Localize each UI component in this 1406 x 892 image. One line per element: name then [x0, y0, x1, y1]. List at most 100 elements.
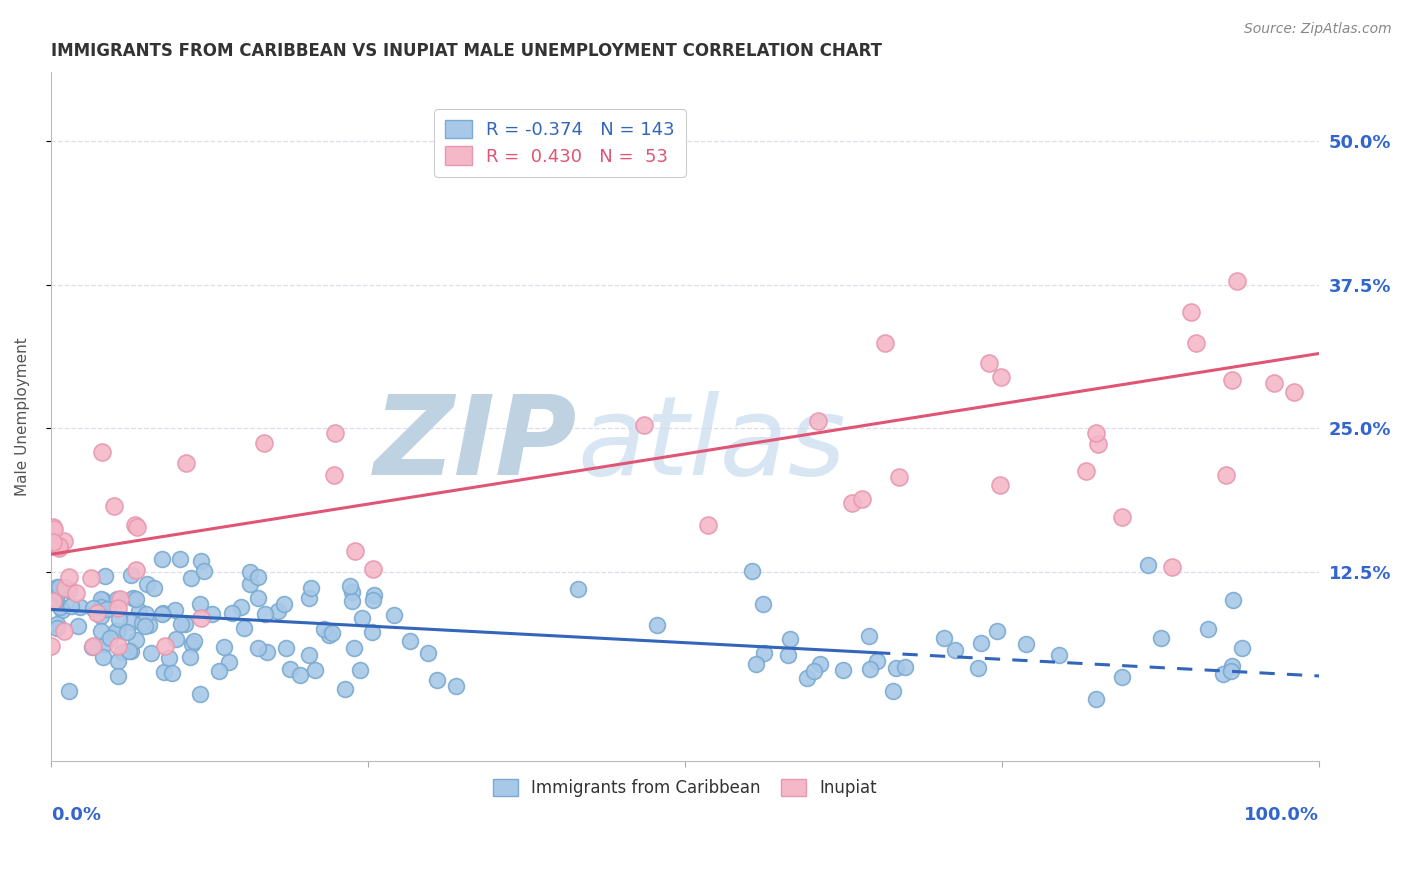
- Point: [304, 663, 326, 677]
- Text: atlas: atlas: [576, 391, 845, 498]
- Point: [125, 520, 148, 534]
- Point: [290, 668, 312, 682]
- Point: [246, 591, 269, 606]
- Point: [1111, 670, 1133, 684]
- Point: [352, 611, 374, 625]
- Point: [323, 467, 346, 482]
- Point: [1076, 464, 1098, 478]
- Point: [231, 600, 253, 615]
- Point: [91, 593, 114, 607]
- Point: [86, 607, 108, 621]
- Point: [174, 617, 197, 632]
- Point: [165, 632, 187, 646]
- Point: [103, 499, 125, 513]
- Point: [754, 646, 776, 660]
- Point: [398, 633, 420, 648]
- Point: [1230, 640, 1253, 655]
- Point: [188, 597, 211, 611]
- Point: [1185, 335, 1208, 350]
- Point: [851, 491, 873, 506]
- Point: [841, 496, 863, 510]
- Point: [160, 666, 183, 681]
- Point: [280, 662, 302, 676]
- Point: [208, 664, 231, 678]
- Point: [98, 631, 121, 645]
- Point: [343, 641, 366, 656]
- Point: [46, 621, 69, 635]
- Point: [299, 582, 322, 596]
- Point: [808, 657, 831, 671]
- Point: [42, 594, 65, 608]
- Point: [128, 604, 150, 618]
- Point: [135, 607, 157, 621]
- Point: [253, 435, 276, 450]
- Point: [977, 356, 1000, 370]
- Point: [169, 617, 191, 632]
- Point: [246, 570, 269, 584]
- Point: [163, 603, 186, 617]
- Point: [58, 684, 80, 698]
- Point: [80, 640, 103, 654]
- Point: [53, 624, 76, 638]
- Point: [633, 418, 655, 433]
- Point: [803, 665, 825, 679]
- Point: [1263, 376, 1285, 391]
- Point: [894, 659, 917, 673]
- Point: [696, 518, 718, 533]
- Point: [45, 616, 67, 631]
- Point: [150, 607, 173, 622]
- Point: [181, 637, 204, 651]
- Point: [342, 594, 364, 608]
- Point: [1220, 373, 1243, 387]
- Point: [150, 552, 173, 566]
- Point: [221, 606, 243, 620]
- Text: 100.0%: 100.0%: [1244, 805, 1319, 823]
- Point: [107, 624, 129, 638]
- Point: [58, 569, 80, 583]
- Point: [349, 663, 371, 677]
- Point: [752, 598, 775, 612]
- Point: [321, 625, 343, 640]
- Y-axis label: Male Unemployment: Male Unemployment: [15, 337, 30, 496]
- Point: [1197, 622, 1219, 636]
- Point: [239, 577, 262, 591]
- Point: [44, 594, 66, 608]
- Text: Source: ZipAtlas.com: Source: ZipAtlas.com: [1244, 22, 1392, 37]
- Point: [48, 539, 70, 553]
- Point: [152, 607, 174, 621]
- Point: [233, 621, 256, 635]
- Point: [416, 646, 439, 660]
- Text: ZIP: ZIP: [374, 391, 576, 498]
- Point: [45, 581, 67, 595]
- Legend: Immigrants from Caribbean, Inupiat: Immigrants from Caribbean, Inupiat: [486, 772, 883, 804]
- Point: [125, 591, 148, 606]
- Point: [382, 607, 405, 622]
- Point: [111, 644, 134, 658]
- Point: [51, 603, 73, 617]
- Point: [335, 681, 357, 696]
- Point: [66, 618, 89, 632]
- Point: [155, 639, 177, 653]
- Point: [135, 576, 157, 591]
- Point: [143, 582, 166, 596]
- Point: [323, 425, 346, 440]
- Point: [53, 534, 76, 549]
- Point: [990, 370, 1012, 384]
- Point: [120, 644, 142, 658]
- Point: [859, 662, 882, 676]
- Point: [832, 663, 855, 677]
- Point: [104, 624, 127, 638]
- Point: [807, 414, 830, 428]
- Point: [118, 643, 141, 657]
- Point: [201, 607, 224, 621]
- Point: [1282, 385, 1305, 400]
- Point: [875, 336, 897, 351]
- Point: [42, 522, 65, 536]
- Point: [134, 619, 156, 633]
- Point: [91, 650, 114, 665]
- Point: [93, 637, 115, 651]
- Point: [122, 591, 145, 605]
- Point: [65, 586, 87, 600]
- Point: [152, 665, 174, 680]
- Point: [48, 541, 70, 556]
